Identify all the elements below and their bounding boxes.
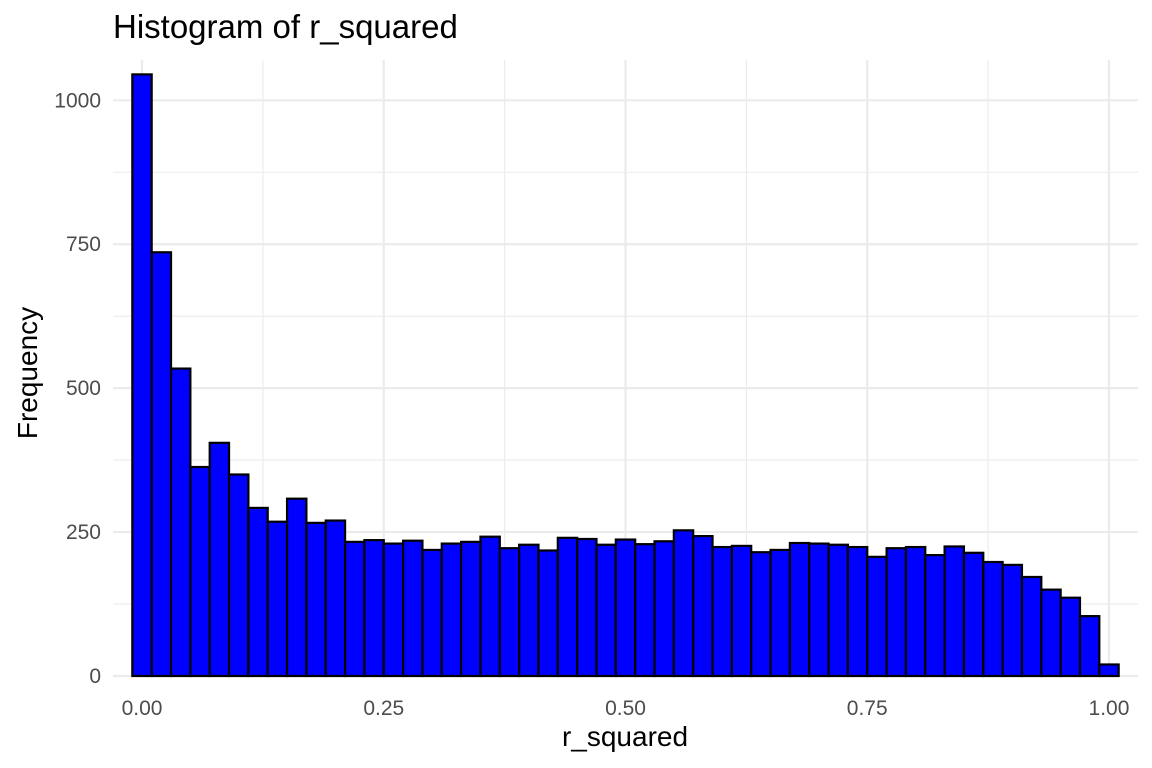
y-tick-label: 250 bbox=[66, 521, 101, 544]
x-tick-label: 0.00 bbox=[122, 697, 163, 720]
histogram-bar bbox=[285, 497, 308, 678]
histogram-bar bbox=[189, 465, 211, 678]
histogram-bar bbox=[653, 540, 675, 678]
histogram-bar bbox=[401, 539, 424, 678]
x-tick-label: 0.75 bbox=[847, 697, 888, 720]
histogram-bar bbox=[537, 549, 559, 678]
chart-title: Histogram of r_squared bbox=[113, 8, 458, 45]
histogram-bar bbox=[982, 560, 1004, 678]
histogram-bar bbox=[576, 537, 598, 678]
histogram-bar bbox=[131, 73, 153, 678]
histogram-bar bbox=[382, 542, 405, 678]
x-axis-title: r_squared bbox=[562, 721, 688, 752]
x-tick-labels: 0.00 0.25 0.50 0.75 1.00 bbox=[122, 697, 1130, 720]
histogram-bar bbox=[1040, 588, 1062, 678]
histogram-bar bbox=[730, 544, 753, 678]
histogram-bar bbox=[750, 551, 772, 678]
histogram-bar bbox=[498, 547, 521, 678]
histogram-bar bbox=[962, 551, 985, 678]
histogram-bar bbox=[150, 251, 173, 678]
histogram-bar bbox=[305, 521, 327, 678]
y-tick-label: 500 bbox=[66, 377, 101, 400]
y-tick-label: 1000 bbox=[54, 89, 101, 112]
histogram-bar bbox=[885, 547, 908, 678]
histogram-bar bbox=[324, 519, 347, 678]
histogram-bar bbox=[440, 542, 463, 678]
histogram-bar bbox=[1078, 615, 1101, 678]
histogram-bar bbox=[343, 540, 366, 678]
y-tick-labels: 0 250 500 750 1000 bbox=[54, 89, 101, 688]
histogram-bar bbox=[769, 548, 791, 678]
histogram-bar bbox=[247, 506, 269, 678]
histogram-bar bbox=[479, 535, 501, 678]
histogram-bar bbox=[904, 545, 927, 678]
histogram-bar bbox=[692, 535, 714, 678]
histogram-bar bbox=[518, 543, 540, 678]
x-tick-label: 1.00 bbox=[1089, 697, 1130, 720]
histogram-bar bbox=[788, 541, 811, 678]
y-tick-label: 750 bbox=[66, 233, 101, 256]
histogram-bar bbox=[595, 543, 617, 678]
histogram-bar bbox=[460, 540, 482, 678]
histogram-bar bbox=[556, 536, 579, 678]
histogram-bar bbox=[924, 554, 946, 678]
histogram-bar bbox=[1001, 563, 1024, 678]
histogram-bar bbox=[827, 543, 850, 678]
histogram-bar bbox=[808, 542, 830, 678]
histogram-bar bbox=[846, 545, 869, 678]
histogram-bar bbox=[169, 367, 192, 678]
histogram-bar bbox=[421, 548, 443, 678]
histogram-bar bbox=[208, 441, 231, 678]
histogram-bar bbox=[1059, 596, 1082, 678]
histogram-bar bbox=[1098, 663, 1120, 678]
histogram-bar bbox=[363, 539, 385, 678]
y-tick-label: 0 bbox=[89, 665, 101, 688]
x-tick-label: 0.50 bbox=[605, 697, 646, 720]
histogram-bar bbox=[866, 555, 888, 678]
histogram-bar bbox=[672, 529, 695, 678]
bars bbox=[131, 73, 1120, 678]
histogram-bar bbox=[266, 520, 289, 678]
histogram-bar bbox=[943, 545, 966, 678]
histogram-bar bbox=[711, 545, 733, 678]
histogram-bar bbox=[1020, 575, 1043, 678]
histogram-bar bbox=[227, 473, 250, 678]
histogram-bar bbox=[614, 538, 637, 678]
x-tick-label: 0.25 bbox=[363, 697, 404, 720]
y-axis-title: Frequency bbox=[12, 307, 43, 439]
histogram-bar bbox=[634, 543, 656, 678]
